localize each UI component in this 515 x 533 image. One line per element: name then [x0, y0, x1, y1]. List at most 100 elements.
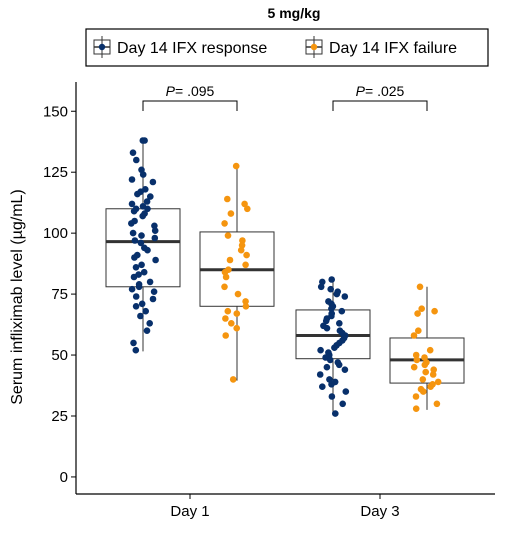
significance-bracket — [142, 100, 238, 111]
data-point — [139, 212, 146, 220]
data-point — [224, 232, 232, 239]
y-tick-label: 50 — [51, 347, 68, 364]
data-point — [328, 381, 335, 388]
y-tick-label: 25 — [51, 408, 68, 425]
data-point — [237, 246, 245, 254]
legend-key-response — [93, 36, 111, 58]
data-point — [133, 156, 140, 164]
legend: Day 14 IFX response Day 14 IFX failure — [85, 28, 489, 67]
data-point — [420, 388, 427, 395]
data-point — [241, 200, 248, 208]
data-point — [328, 393, 336, 400]
data-point — [131, 254, 138, 261]
data-point — [317, 283, 325, 291]
data-point — [323, 324, 331, 332]
data-point — [421, 361, 429, 369]
data-point — [222, 315, 229, 322]
data-point — [242, 303, 250, 310]
data-point — [412, 393, 420, 400]
data-point — [339, 400, 347, 408]
chart-title: 5 mg/kg — [268, 5, 321, 21]
data-point — [130, 339, 137, 347]
data-point — [128, 220, 135, 227]
data-point — [433, 400, 441, 408]
data-point — [152, 256, 159, 264]
data-point — [137, 239, 145, 247]
legend-dot — [98, 43, 106, 51]
data-point — [222, 273, 230, 281]
data-point — [222, 332, 229, 339]
data-point — [327, 285, 335, 293]
data-point — [323, 363, 331, 371]
data-point — [132, 346, 140, 354]
data-point — [130, 207, 138, 215]
data-point — [338, 307, 346, 315]
data-point — [149, 295, 157, 303]
data-point — [151, 227, 159, 234]
data-point — [238, 242, 246, 249]
data-point — [243, 251, 250, 259]
y-tick-label: 150 — [43, 103, 68, 120]
data-point — [132, 293, 140, 300]
data-point — [316, 371, 324, 378]
significance-bracket — [332, 100, 428, 111]
data-point — [426, 346, 434, 354]
data-point — [319, 383, 326, 391]
data-point — [431, 307, 438, 315]
data-point — [135, 283, 143, 291]
data-point — [427, 383, 434, 391]
data-point — [412, 351, 420, 359]
data-point — [143, 198, 151, 205]
data-point — [419, 376, 427, 383]
data-point — [137, 312, 144, 320]
data-point — [422, 368, 430, 376]
data-point — [138, 300, 146, 308]
y-axis-label: Serum infliximab level (µg/mL) — [9, 189, 26, 405]
data-point — [418, 305, 426, 313]
data-point — [221, 220, 228, 227]
x-tick-label: Day 3 — [360, 503, 399, 520]
y-tick-label: 100 — [43, 225, 68, 242]
data-point — [242, 298, 249, 305]
data-point — [142, 307, 149, 315]
data-point — [138, 261, 145, 269]
data-point — [328, 276, 336, 283]
data-point — [242, 261, 249, 269]
data-point — [229, 376, 237, 383]
data-point — [147, 193, 154, 200]
data-point — [416, 283, 424, 291]
data-point — [129, 149, 137, 156]
data-point — [410, 363, 418, 371]
legend-key-failure — [305, 36, 323, 58]
data-point — [234, 290, 242, 298]
y-tick-label: 75 — [51, 286, 68, 303]
data-point — [224, 195, 231, 203]
data-point — [143, 327, 151, 335]
p-value-label: P= .025 — [356, 83, 405, 99]
data-point — [144, 205, 151, 213]
x-tick-label: Day 1 — [170, 503, 209, 520]
data-point — [150, 288, 158, 296]
data-point — [128, 200, 136, 208]
data-point — [331, 344, 338, 352]
data-point — [139, 171, 147, 178]
data-point — [129, 229, 137, 237]
data-point — [332, 410, 339, 417]
data-point — [233, 324, 240, 332]
data-point — [326, 356, 334, 364]
data-point — [138, 232, 145, 239]
plot-area: 0 25 50 75 100 125 150 Day 1 Day 3 P= .095 P= .025 — [43, 82, 495, 520]
data-point — [434, 378, 442, 386]
data-point — [430, 366, 438, 374]
data-point — [128, 285, 136, 293]
data-point — [333, 290, 341, 298]
data-point — [146, 320, 153, 327]
data-point — [328, 305, 335, 313]
legend-box — [85, 28, 489, 67]
data-point — [131, 237, 139, 244]
data-point — [335, 361, 343, 369]
data-point — [341, 366, 349, 374]
data-point — [232, 162, 240, 170]
legend-dot — [310, 43, 318, 51]
data-point — [132, 303, 140, 310]
